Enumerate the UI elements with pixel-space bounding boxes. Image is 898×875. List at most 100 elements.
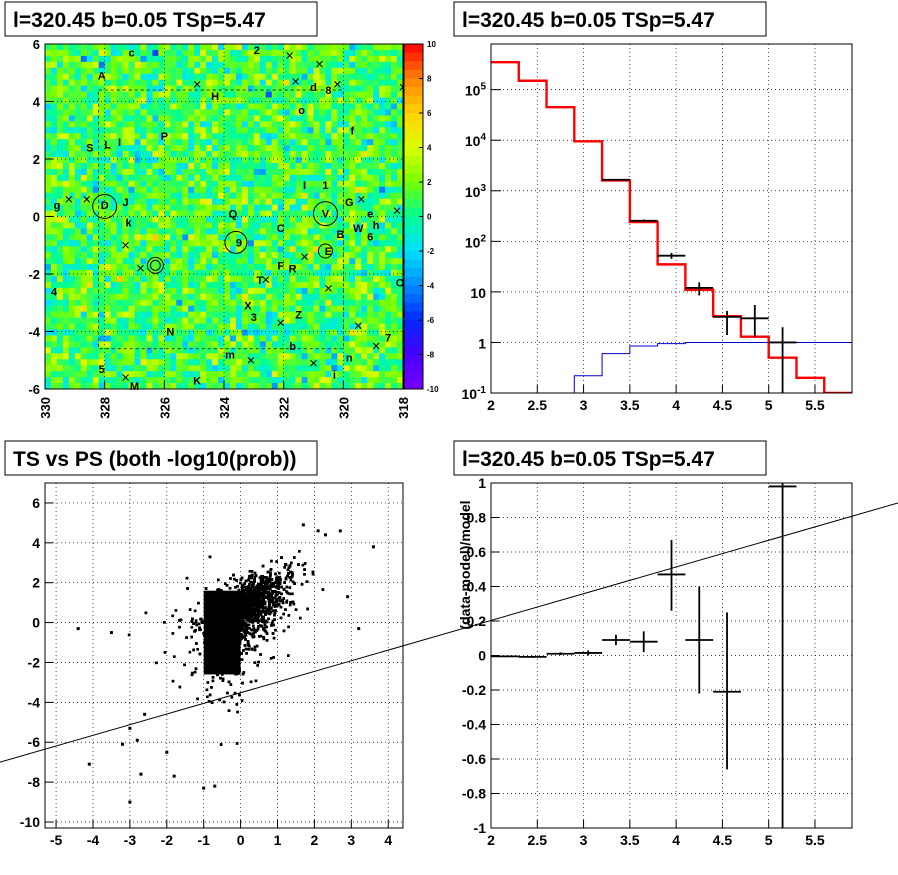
heatmap-cell (218, 275, 225, 283)
heatmap-cell (379, 383, 386, 390)
heatmap-cell (307, 91, 314, 98)
heatmap-cell (391, 109, 398, 116)
heatmap-cell (176, 151, 183, 158)
heatmap-cell (301, 121, 308, 128)
heatmap-cell (110, 79, 117, 87)
heatmap-cell (385, 109, 392, 116)
heatmap-cell (391, 49, 398, 57)
heatmap-cell (56, 198, 64, 206)
heatmap-cell (247, 61, 255, 69)
heatmap-cell (45, 323, 52, 330)
heatmap-cell (62, 192, 70, 200)
heatmap-cell (104, 359, 112, 366)
heatmap-cell (86, 73, 94, 81)
heatmap-cell (45, 335, 52, 342)
heatmap-cell (331, 139, 338, 146)
heatmap-cell (218, 91, 225, 98)
heatmap-cell (337, 293, 344, 301)
heatmap-cell (295, 115, 302, 122)
heatmap-cell (146, 287, 153, 295)
heatmap-cell (206, 317, 213, 324)
heatmap-cell (307, 305, 314, 313)
heatmap-cell (104, 61, 112, 69)
heatmap-cell (391, 121, 398, 128)
heatmap-cell (116, 121, 123, 128)
heatmap-cell (397, 121, 404, 128)
heatmap-cell (62, 145, 70, 152)
heatmap-cell (146, 311, 153, 319)
heatmap-cell (361, 168, 368, 176)
heatmap-cell (80, 55, 88, 63)
heatmap-cell (134, 162, 141, 170)
heatmap-cell (271, 281, 279, 289)
heatmap-cell (295, 299, 302, 307)
heatmap-cell (62, 305, 70, 313)
heatmap-cell (194, 228, 201, 235)
heatmap-cell (307, 311, 314, 319)
heatmap-cell (146, 210, 153, 217)
heatmap-cell (68, 329, 76, 336)
heatmap-cell (349, 246, 356, 253)
heatmap-cell (385, 234, 392, 241)
heatmap-cell (146, 109, 153, 116)
heatmap-cell (373, 109, 380, 116)
heatmap-cell (379, 97, 386, 104)
heatmap-cell (259, 353, 267, 360)
heatmap-cell (110, 275, 117, 283)
heatmap-cell (319, 246, 326, 253)
heatmap-cell (45, 287, 52, 295)
heatmap-cell (200, 371, 207, 378)
heatmap-cell (325, 127, 332, 134)
heatmap-cell (301, 192, 308, 200)
heatmap-cell (92, 246, 100, 253)
heatmap-cell (218, 61, 225, 69)
source-marker (292, 78, 299, 85)
heatmap-cell (313, 365, 320, 372)
colorbar-tick-label: -10 (427, 385, 439, 394)
heatmap-cell (98, 347, 106, 354)
heatmap-cell (158, 121, 165, 128)
heatmap-cell (140, 186, 147, 194)
heatmap-cell (128, 335, 135, 342)
heatmap-cell (259, 162, 267, 170)
heatmap-cell (140, 151, 147, 158)
heatmap-cell (307, 97, 314, 104)
heatmap-cell (110, 234, 117, 241)
heatmap-cell (355, 67, 362, 75)
heatmap-cell (74, 234, 82, 241)
heatmap-cell (122, 287, 129, 295)
heatmap-cell (140, 210, 147, 217)
heatmap-cell (247, 305, 255, 313)
heatmap-cell (367, 198, 374, 206)
heatmap-cell (206, 198, 213, 206)
heatmap-cell (92, 281, 100, 289)
heatmap-cell (122, 252, 129, 259)
heatmap-cell (349, 133, 356, 140)
heatmap-cell (313, 109, 320, 116)
heatmap-cell (361, 115, 368, 122)
heatmap-cell (74, 151, 82, 158)
heatmap-cell (247, 210, 255, 217)
heatmap-cell (331, 55, 338, 63)
heatmap-cell (265, 353, 273, 360)
heatmap-cell (176, 79, 183, 87)
heatmap-cell (182, 139, 189, 146)
heatmap-cell (337, 44, 344, 51)
heatmap-cell (385, 228, 392, 235)
heatmap-cell (200, 97, 207, 104)
heatmap-cell (307, 281, 314, 289)
heatmap-cell (385, 157, 392, 164)
heatmap-cell (188, 216, 195, 223)
heatmap-cell (122, 139, 129, 146)
heatmap-cell (188, 222, 195, 229)
heatmap-cell (349, 73, 356, 81)
heatmap-cell (355, 365, 362, 372)
heatmap-cell (355, 204, 362, 211)
heatmap-cell (307, 133, 314, 140)
heatmap-cell (379, 228, 386, 235)
heatmap-cell (307, 222, 314, 229)
heatmap-cell (337, 157, 344, 164)
heatmap-cell (391, 168, 398, 176)
heatmap-cell (373, 186, 380, 194)
y-tick-label: 2 (33, 152, 40, 167)
